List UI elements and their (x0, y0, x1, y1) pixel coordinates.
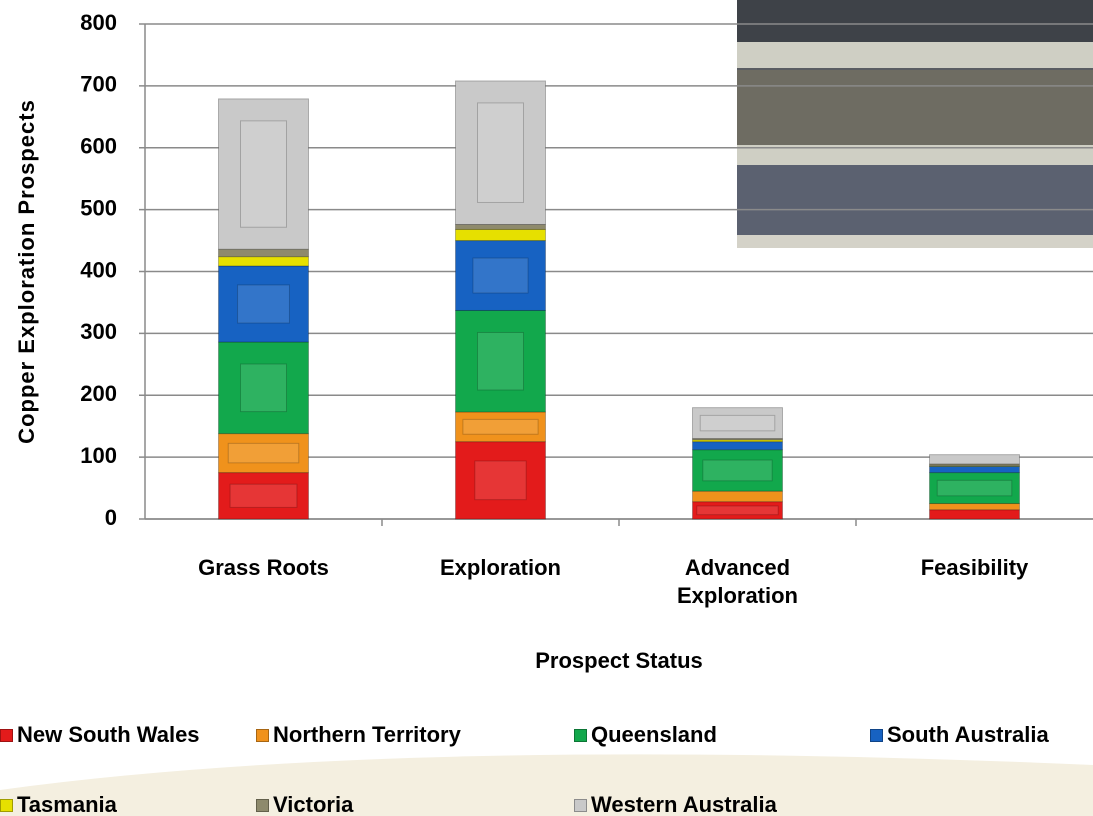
bar-bevel (477, 331, 524, 391)
bar-segment (455, 411, 546, 443)
legend-label: Victoria (273, 792, 354, 816)
y-tick-label: 800 (80, 10, 117, 35)
y-tick-label: 100 (80, 443, 117, 468)
bar-bevel (240, 120, 287, 228)
core-row (737, 165, 1093, 235)
bar-bevel (237, 284, 290, 324)
bar-bevel (229, 483, 298, 508)
bar-bevel (472, 257, 529, 294)
legend-swatch (256, 728, 269, 742)
y-tick-label: 200 (80, 381, 117, 406)
core-photo (737, 0, 1093, 248)
legend: New South Wales Northern Territory Queensl… (0, 722, 1093, 816)
legend-item: Tasmania (0, 792, 117, 816)
bar-segment (692, 441, 783, 451)
y-tick-label: 500 (80, 195, 117, 220)
bar-bevel (699, 414, 776, 432)
legend-label: Western Australia (591, 792, 777, 816)
background-swoosh (0, 754, 1093, 816)
bar-segment (455, 80, 546, 225)
bar-segment (218, 472, 309, 520)
bar-segment (929, 509, 1020, 520)
y-tick-label: 400 (80, 257, 117, 282)
legend-label: Queensland (591, 722, 717, 747)
bar-segment (455, 441, 546, 520)
y-tick-label: 700 (80, 72, 117, 97)
legend-item: Queensland (574, 722, 717, 748)
bar-bevel (696, 505, 779, 516)
bar-segment (218, 248, 309, 258)
bar-bevel (227, 442, 300, 464)
y-tick-label: 300 (80, 319, 117, 344)
bar-bevel (702, 459, 773, 482)
bar-segment (692, 407, 783, 440)
core-tray (737, 235, 1093, 248)
x-tick-label: Feasibility (920, 555, 1029, 580)
bar-segment (455, 223, 546, 230)
legend-swatch (574, 728, 587, 742)
legend-swatch (574, 798, 587, 812)
bar-bevel (936, 479, 1013, 497)
y-tick-label: 0 (105, 505, 117, 530)
legend-swatch (0, 728, 13, 742)
legend-label: Tasmania (17, 792, 117, 816)
bar-segment (929, 472, 1020, 505)
core-row (737, 70, 1093, 145)
bar-segment (218, 433, 309, 474)
legend-item: Northern Territory (256, 722, 461, 748)
bar-segment (929, 454, 1020, 465)
legend-label: Northern Territory (273, 722, 461, 747)
legend-swatch (0, 798, 13, 812)
bar-bevel (462, 418, 539, 435)
core-row (737, 0, 1093, 42)
legend-item: Victoria (256, 792, 353, 816)
bar-segment (218, 256, 309, 267)
core-tray (737, 42, 1093, 68)
x-axis-title: Prospect Status (535, 648, 703, 673)
y-tick-label: 600 (80, 134, 117, 159)
legend-label: South Australia (887, 722, 1049, 747)
bar-segment (218, 98, 309, 250)
legend-item: South Australia (870, 722, 1049, 748)
bar-segment (455, 228, 546, 242)
legend-label: New South Wales (17, 722, 200, 747)
bar-bevel (474, 460, 527, 501)
bar-segment (455, 309, 546, 413)
bar-bevel (477, 102, 524, 203)
bar-bevel (240, 363, 287, 413)
x-tick-label: Grass Roots (198, 555, 329, 580)
x-tick-label: Advanced Exploration (676, 555, 798, 608)
bar-segment (218, 341, 309, 435)
bar-segment (218, 265, 309, 343)
bar-segment (929, 503, 1020, 511)
legend-swatch (256, 798, 269, 812)
legend-swatch (870, 728, 883, 742)
legend-item: New South Wales (0, 722, 200, 748)
bar-segment (692, 449, 783, 492)
x-tick-label: Exploration (439, 555, 561, 580)
core-tray (737, 145, 1093, 165)
bar-segment (455, 240, 546, 311)
bar-segment (929, 465, 1020, 474)
y-axis-title: Copper Exploration Prospects (14, 99, 39, 444)
legend-item: Western Australia (574, 792, 777, 816)
bar-segment (692, 490, 783, 503)
